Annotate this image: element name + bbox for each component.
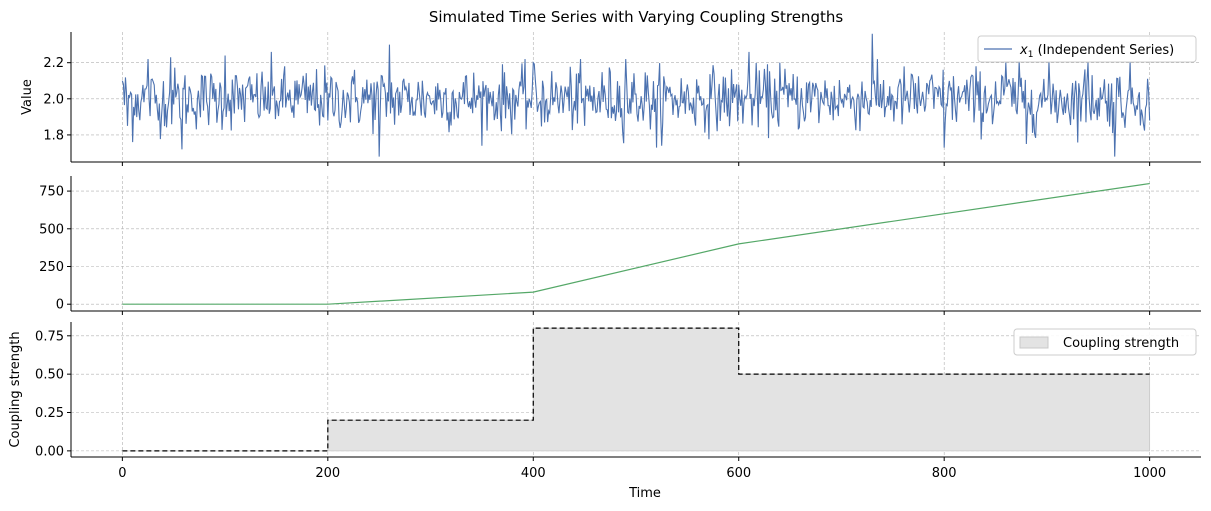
y-tick-label: 2.2 — [43, 56, 64, 71]
line-x1 — [121, 33, 1151, 157]
y-tick-label: 750 — [39, 185, 64, 200]
panel-coupling-strength: 0.00 0.25 0.50 0.75 0 200 400 600 800 1000 Coupli… — [8, 322, 1201, 501]
legend-bottom: Coupling strength — [1013, 328, 1197, 356]
series-x1 — [121, 33, 1151, 157]
panel-middle-series: 0 250 500 750 — [39, 176, 1201, 315]
x-tick-label: 400 — [521, 466, 546, 481]
chart-title: Simulated Time Series with Varying Coupl… — [429, 8, 844, 26]
axes-middle: 0 250 500 750 — [39, 176, 1201, 315]
ylabel-top: Value — [20, 79, 35, 115]
y-tick-label: 2.0 — [43, 92, 64, 107]
legend-frame-bottom — [1013, 328, 1197, 356]
ylabel-bottom: Coupling strength — [8, 331, 23, 447]
y-tick-label: 0.75 — [35, 329, 64, 344]
axes-bottom: 0.00 0.25 0.50 0.75 0 200 400 600 800 1000 — [35, 322, 1201, 481]
y-tick-label: 0.00 — [35, 444, 64, 459]
series-coupling — [122, 327, 1151, 452]
y-tick-label: 250 — [39, 260, 64, 275]
legend-label-x1: x1 (Independent Series) — [1019, 43, 1174, 60]
x-tick-label: 600 — [726, 466, 751, 481]
xlabel-bottom: Time — [628, 486, 661, 501]
y-tick-label: 0.50 — [35, 368, 64, 383]
legend-label-coupling: Coupling strength — [1063, 336, 1179, 351]
y-tick-label: 0.25 — [35, 406, 64, 421]
legend-frame-top — [977, 35, 1197, 63]
x-tick-label: 0 — [118, 466, 126, 481]
x-tick-label: 800 — [932, 466, 957, 481]
legend-top: x1 (Independent Series) — [977, 35, 1197, 63]
step-line-coupling — [122, 327, 1150, 452]
series-middle — [122, 182, 1150, 305]
y-tick-label: 1.8 — [43, 128, 64, 143]
x-tick-label: 200 — [315, 466, 340, 481]
legend-swatch-coupling — [1019, 336, 1049, 349]
area-coupling — [122, 327, 1151, 452]
grid-middle — [71, 176, 1201, 311]
y-tick-label: 500 — [39, 222, 64, 237]
axes-top: 1.8 2.0 2.2 — [43, 32, 1201, 166]
panel-independent-series: 1.8 2.0 2.2 Value x1 (Independent Series) — [20, 32, 1201, 166]
x-tick-label: 1000 — [1133, 466, 1166, 481]
y-tick-label: 0 — [56, 298, 64, 313]
line-middle — [122, 182, 1150, 305]
